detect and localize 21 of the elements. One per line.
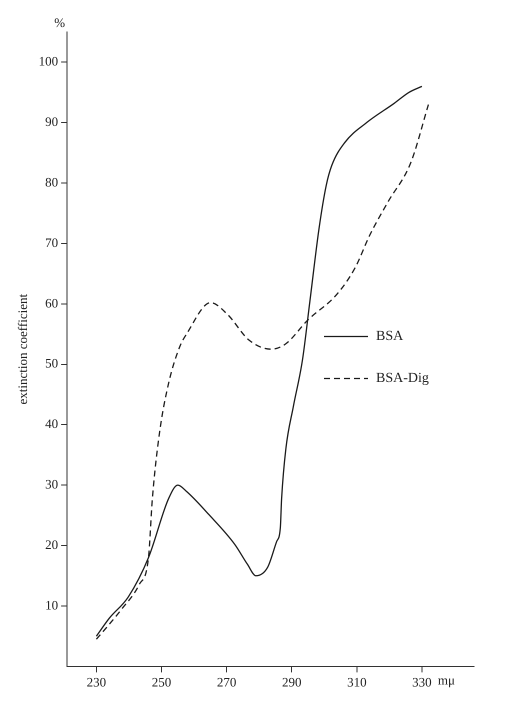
y-tick-label: 70	[45, 234, 58, 250]
x-tick-label: 310	[347, 674, 367, 690]
x-axis-title: mμ	[438, 672, 456, 688]
legend-label: BSA	[376, 329, 404, 344]
x-tick-label: 250	[152, 674, 172, 690]
y-tick-label: 80	[45, 174, 58, 190]
text: %	[54, 14, 66, 30]
y-tick-label: 60	[45, 295, 58, 310]
x-tick-label: 230	[86, 674, 106, 690]
x-tick-label: 290	[282, 674, 302, 690]
y-tick-label: 100	[38, 54, 58, 69]
y-tick-label: 90	[45, 114, 58, 130]
x-tick-label: 270	[216, 674, 236, 690]
y-axis-title: extinction coefficient	[15, 294, 30, 404]
y-tick-label: 20	[45, 536, 58, 552]
y-tick-label: 50	[45, 356, 58, 371]
y-tick-label: 30	[45, 476, 58, 492]
y-tick-label: 10	[45, 597, 58, 612]
x-tick-label: 330	[412, 674, 432, 690]
legend-label: BSA-Dig	[376, 371, 429, 386]
y-tick-label: 40	[45, 416, 58, 432]
